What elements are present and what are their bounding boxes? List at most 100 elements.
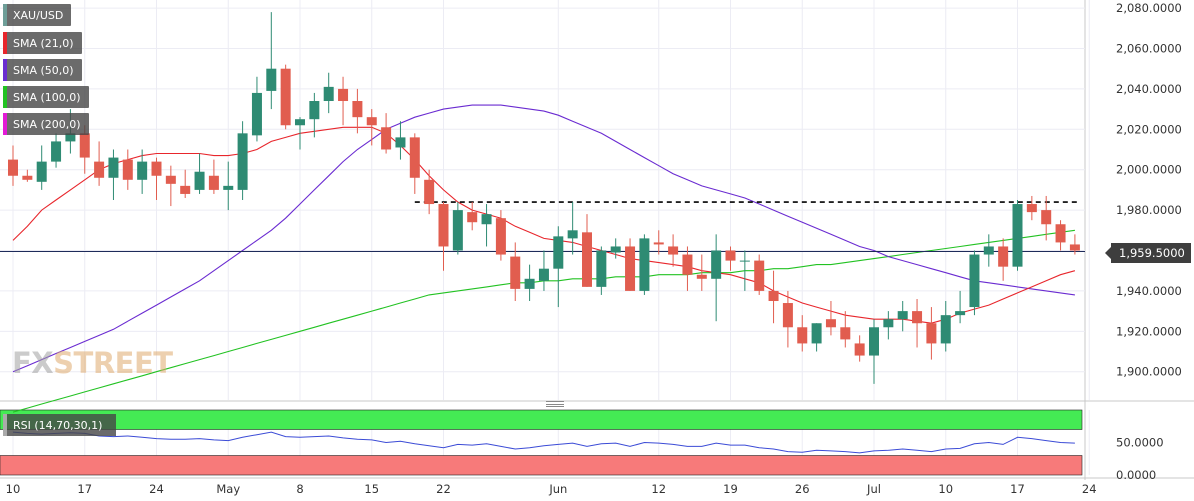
- legend-swatch: [3, 414, 7, 436]
- candle-body: [596, 250, 607, 287]
- candle-body: [553, 236, 564, 269]
- y-tick-label: 2,020.0000: [1116, 122, 1182, 136]
- candle-body: [811, 323, 822, 344]
- candle-body: [65, 133, 76, 142]
- legend-label: SMA (200,0): [13, 117, 81, 131]
- candle-body: [768, 290, 779, 302]
- y-tick-label: 2,000.0000: [1116, 163, 1182, 177]
- rsi-label: RSI (14,70,30,1): [13, 418, 103, 432]
- candle-body: [352, 101, 363, 118]
- legend-sma21[interactable]: SMA (21,0): [3, 32, 82, 54]
- legend-label: SMA (100,0): [13, 90, 81, 104]
- x-tick-label: 10: [938, 482, 953, 496]
- candle-body: [1026, 204, 1037, 213]
- candle-body: [955, 311, 966, 316]
- candle-body: [8, 159, 18, 176]
- candle-body: [409, 137, 420, 178]
- x-tick-label: 24: [1082, 482, 1097, 496]
- legend-swatch: [3, 86, 7, 108]
- candle-body: [754, 260, 765, 291]
- candle-body: [108, 157, 119, 178]
- legend-sma200[interactable]: SMA (200,0): [3, 113, 89, 135]
- legend-swatch: [3, 32, 7, 54]
- candle-body: [165, 175, 176, 184]
- candle-body: [237, 133, 248, 190]
- legend-sma100[interactable]: SMA (100,0): [3, 86, 89, 108]
- candle-body: [883, 319, 894, 328]
- candle-body: [869, 327, 879, 356]
- legend-label: SMA (50,0): [13, 63, 74, 77]
- candle-body: [266, 68, 277, 91]
- legend-label: SMA (21,0): [13, 36, 74, 50]
- legend-label: XAU/USD: [13, 8, 64, 22]
- watermark-street: STREET: [53, 346, 173, 380]
- candle-body: [912, 311, 923, 324]
- candle-body: [538, 268, 549, 281]
- legend-rsi[interactable]: RSI (14,70,30,1): [3, 414, 117, 436]
- rsi-tick-label: 50.0000: [1116, 436, 1164, 450]
- candle-body: [840, 327, 851, 340]
- candle-body: [94, 161, 105, 178]
- candle-body: [711, 250, 722, 279]
- candle-body: [280, 68, 291, 126]
- x-tick-label: 17: [77, 482, 92, 496]
- candle-body: [51, 141, 62, 162]
- candle-body: [381, 127, 392, 150]
- x-tick-label: Jun: [548, 482, 567, 496]
- candle-body: [940, 315, 951, 344]
- candle-body: [668, 246, 679, 255]
- candle-body: [725, 250, 736, 261]
- x-tick-label: 17: [1010, 482, 1025, 496]
- candle-body: [926, 323, 937, 344]
- candle-body: [438, 204, 449, 247]
- candle-body: [1012, 204, 1023, 267]
- current-price-tag: 1,959.5000: [1105, 243, 1191, 263]
- pane-resize-handle[interactable]: [546, 401, 564, 407]
- candle-body: [194, 171, 205, 190]
- candle-body: [1041, 210, 1052, 225]
- candle-body: [1069, 244, 1080, 251]
- legend-xauusd[interactable]: XAU/USD: [3, 4, 72, 26]
- x-tick-label: 8: [296, 482, 303, 496]
- rsi-oversold-zone: [0, 455, 1083, 476]
- price-pane-bg: [0, 0, 1085, 400]
- x-tick-label: 24: [149, 482, 164, 496]
- candle-body: [22, 175, 33, 180]
- y-tick-label: 1,920.0000: [1116, 324, 1182, 338]
- candle-body: [653, 242, 664, 245]
- candle-body: [208, 175, 219, 190]
- candle-body: [395, 137, 406, 148]
- candle-body: [452, 210, 463, 251]
- x-tick-label: 15: [364, 482, 379, 496]
- candle-body: [323, 86, 334, 102]
- y-tick-label: 1,980.0000: [1116, 203, 1182, 217]
- candle-body: [682, 254, 693, 275]
- candle-body: [295, 119, 305, 126]
- y-tick-label: 2,040.0000: [1116, 82, 1182, 96]
- x-tick-label: May: [216, 482, 240, 496]
- rsi-tick-label: 0.0000: [1116, 468, 1156, 482]
- sma21-line: [12, 126, 1076, 324]
- sma50-line: [12, 104, 1075, 373]
- y-tick-label: 1,900.0000: [1116, 365, 1182, 379]
- candle-body: [983, 246, 994, 255]
- candle-body: [79, 133, 90, 158]
- x-tick-label: Jul: [866, 482, 881, 496]
- candle-body: [366, 117, 377, 126]
- candle-body: [122, 159, 133, 180]
- candle-body: [582, 232, 592, 287]
- candle-body: [251, 92, 262, 136]
- watermark-fx: FX: [12, 346, 54, 380]
- candle-body: [467, 212, 478, 223]
- legend-sma50[interactable]: SMA (50,0): [3, 59, 82, 81]
- candle-body: [854, 343, 865, 356]
- candle-body: [137, 161, 148, 180]
- candle-body: [309, 101, 320, 120]
- candle-body: [151, 161, 162, 176]
- candle-body: [223, 185, 234, 190]
- legend-swatch: [3, 4, 7, 26]
- candle-body: [1055, 224, 1066, 243]
- y-tick-label: 1,940.0000: [1116, 284, 1182, 298]
